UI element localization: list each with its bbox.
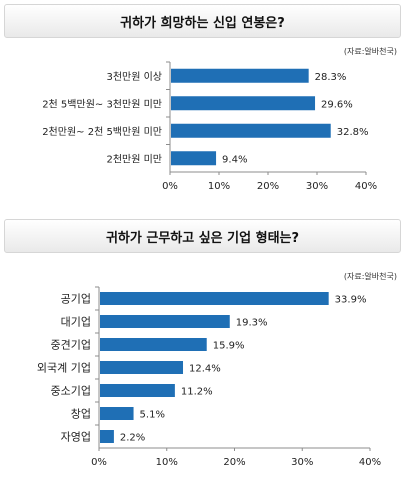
category-label: 대기업 xyxy=(61,316,91,329)
data-label: 9.4% xyxy=(222,154,247,165)
x-tick-label: 10% xyxy=(208,181,230,192)
company-type-bar-chart: 0% 10% 20% 30% 40% 공기업 33.9% 대기업 19.3% 중견기업 15.9% 외… xyxy=(37,286,381,468)
salary-chart-panel: 귀하가 희망하는 신입 연봉은? (자료:알바천국) 0% 10% 20% 30% 40… xyxy=(0,0,405,205)
bar xyxy=(100,384,175,397)
data-label: 28.3% xyxy=(315,72,347,83)
x-tick-label: 10% xyxy=(156,457,178,468)
data-label: 15.9% xyxy=(213,341,245,352)
data-label: 5.1% xyxy=(140,410,165,421)
bar xyxy=(171,123,331,138)
data-label: 12.4% xyxy=(189,364,221,375)
chart-source: (자료:알바천국) xyxy=(343,272,397,281)
category-label: 중소기업 xyxy=(51,385,91,398)
company-type-chart-panel: 귀하가 근무하고 싶은 기업 형태는? (자료:알바천국) 0% 10% 20% 30… xyxy=(0,215,405,480)
bar xyxy=(100,361,184,374)
data-label: 33.9% xyxy=(335,295,367,306)
x-tick-label: 40% xyxy=(359,457,381,468)
x-tick-label: 30% xyxy=(291,457,313,468)
category-label: 자영업 xyxy=(61,431,91,444)
x-tick-label: 20% xyxy=(257,181,279,192)
category-label: 공기업 xyxy=(61,293,91,306)
x-tick-label: 20% xyxy=(223,457,245,468)
category-label: 2천만원 미만 xyxy=(106,153,162,165)
chart-title: 귀하가 희망하는 신입 연봉은? xyxy=(120,15,285,31)
x-tick-label: 0% xyxy=(162,181,178,192)
chart-title: 귀하가 근무하고 싶은 기업 형태는? xyxy=(105,230,300,246)
data-label: 32.8% xyxy=(337,127,369,138)
bar xyxy=(171,68,309,83)
bar xyxy=(100,315,230,328)
chart-source: (자료:알바천국) xyxy=(343,47,397,56)
bar xyxy=(100,292,329,305)
category-label: 3천만원 이상 xyxy=(106,71,162,83)
data-label: 2.2% xyxy=(120,433,145,444)
data-label: 19.3% xyxy=(236,318,268,329)
category-label: 외국계 기업 xyxy=(37,362,91,375)
category-label: 중견기업 xyxy=(51,339,91,352)
bar xyxy=(100,430,114,443)
chart-title-bar: 귀하가 근무하고 싶은 기업 형태는? xyxy=(4,219,401,253)
category-label: 2천만원~ 2천 5백만원 미만 xyxy=(42,126,162,138)
bar xyxy=(171,151,217,166)
salary-bar-chart: 0% 10% 20% 30% 40% 3천만원 이상 28.3% 2천 5백만원~ 3천만원 … xyxy=(42,61,377,192)
bar xyxy=(100,407,134,420)
data-label: 29.6% xyxy=(321,99,353,110)
category-label: 2천 5백만원~ 3천만원 미만 xyxy=(42,98,162,110)
bar xyxy=(171,96,316,111)
chart-title-bar: 귀하가 희망하는 신입 연봉은? xyxy=(4,4,401,38)
x-tick-label: 40% xyxy=(355,181,377,192)
x-tick-label: 0% xyxy=(91,457,107,468)
x-tick-label: 30% xyxy=(306,181,328,192)
data-label: 11.2% xyxy=(181,387,213,398)
category-label: 창업 xyxy=(71,408,91,421)
bar xyxy=(100,338,207,351)
